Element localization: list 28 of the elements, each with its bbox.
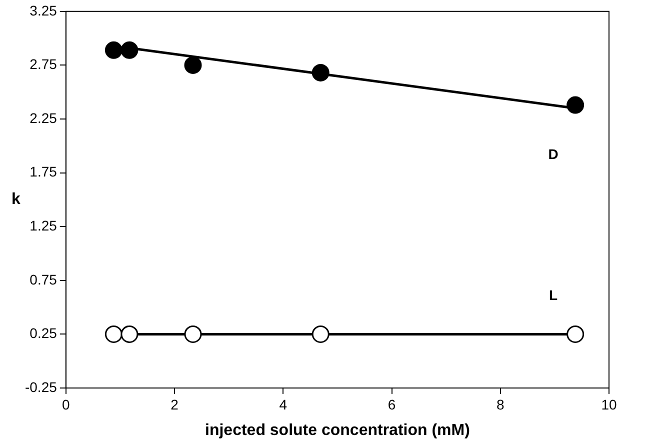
point: [184, 56, 202, 74]
x-tick-label: 4: [279, 396, 288, 412]
point: [104, 41, 122, 59]
y-tick-label: 1.25: [30, 217, 58, 234]
x-tick-label: 6: [388, 396, 396, 412]
point: [566, 325, 584, 343]
x-tick-label: 10: [601, 396, 617, 412]
text: D: [548, 146, 558, 162]
y-tick-label: -0.25: [24, 378, 58, 395]
point: [120, 325, 138, 343]
x-axis-title: injected solute concentration (mM): [204, 422, 470, 439]
y-axis-title: k: [12, 191, 21, 208]
point: [120, 41, 138, 59]
x-tick-label: 0: [62, 396, 70, 412]
point: [184, 325, 202, 343]
series-label: L: [549, 287, 558, 304]
x-tick-label: 2: [170, 396, 179, 412]
point: [312, 325, 330, 343]
y-tick-label: 2.25: [30, 110, 58, 126]
y-tick-label: 0.25: [30, 325, 58, 342]
y-tick-label: 3.25: [30, 2, 58, 18]
point: [104, 325, 122, 343]
point: [566, 96, 584, 114]
y-tick-label: 1.75: [30, 164, 58, 180]
y-tick-label: 0.75: [30, 271, 58, 288]
point: [312, 64, 330, 82]
x-tick-label: 8: [496, 396, 504, 412]
y-tick-label: 2.75: [30, 56, 58, 72]
